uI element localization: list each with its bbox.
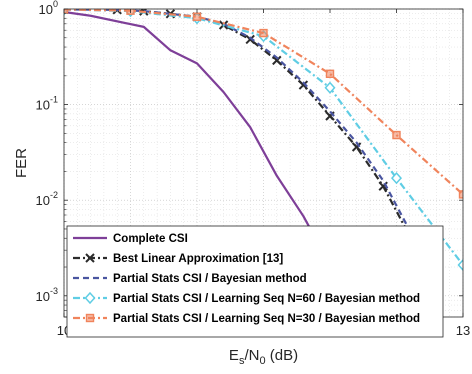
- x-axis-title: Es/N0 (dB): [229, 347, 298, 367]
- x-marker-stroke: [272, 55, 282, 66]
- legend-label: Partial Stats CSI / Bayesian method: [113, 273, 307, 285]
- legend-label: Best Linear Approximation [13]: [113, 253, 283, 265]
- y-tick-label-base: 10: [36, 289, 50, 304]
- x-marker-stroke: [85, 253, 95, 263]
- data-point: [245, 34, 255, 45]
- data-point: [324, 81, 336, 94]
- x-axis-title-sep: /N: [244, 347, 259, 364]
- legend-entry: Complete CSI: [73, 233, 188, 245]
- data-point: [298, 80, 309, 90]
- legend-label: Complete CSI: [113, 233, 188, 245]
- series-5: [64, 9, 463, 199]
- data-point: [392, 130, 401, 140]
- y-tick-label: 100: [39, 0, 58, 17]
- x-axis-title-unit: (dB): [266, 347, 299, 364]
- legend: Complete CSI Best Linear Approximation [1…: [66, 225, 444, 338]
- y-tick-label-exponent: -3: [50, 286, 58, 296]
- x-tick-label: 13: [456, 323, 470, 338]
- data-point: [390, 172, 403, 185]
- x-axis-title-sub2: 0: [259, 355, 265, 367]
- series-line: [64, 9, 425, 275]
- y-tick-label-base: 10: [36, 193, 50, 208]
- legend-entry: Partial Stats CSI / Learning Seq N=60 / …: [73, 291, 420, 305]
- data-point: [272, 55, 282, 66]
- legend-marker: [85, 253, 95, 263]
- x-axis-title-main: E: [229, 347, 239, 364]
- data-point: [457, 258, 463, 272]
- y-tick-label-exponent: -1: [50, 95, 58, 105]
- y-tick-label: 10-1: [36, 95, 58, 113]
- legend-box: [66, 225, 444, 338]
- y-tick-label-exponent: 0: [53, 0, 58, 9]
- data-point: [64, 9, 69, 14]
- x-marker-stroke: [245, 34, 255, 45]
- data-point: [351, 142, 362, 152]
- y-tick-label-exponent: -2: [50, 190, 58, 200]
- legend-label: Partial Stats CSI / Learning Seq N=60 / …: [113, 293, 420, 305]
- y-axis-title: FER: [13, 148, 30, 178]
- legend-entry: Partial Stats CSI / Bayesian method: [73, 273, 307, 285]
- data-point: [458, 190, 463, 199]
- data-point: [259, 28, 268, 38]
- x-axis-title-sub: s: [239, 355, 245, 367]
- x-marker-stroke: [351, 142, 362, 152]
- legend-label: Partial Stats CSI / Learning Seq N=30 / …: [113, 313, 420, 325]
- data-point: [325, 69, 335, 78]
- y-tick-label: 10-3: [36, 286, 58, 304]
- legend-marker: [85, 313, 95, 323]
- x-marker-stroke: [298, 80, 309, 90]
- data-point: [192, 12, 202, 21]
- legend-entry: Best Linear Approximation [13]: [73, 253, 283, 265]
- y-tick-label-base: 10: [39, 2, 53, 17]
- y-tick-label: 10-2: [36, 190, 58, 208]
- legend-entry: Partial Stats CSI / Learning Seq N=30 / …: [73, 313, 420, 325]
- series-3: [64, 9, 425, 275]
- legend-marker: [84, 291, 96, 305]
- y-tick-label-base: 10: [36, 98, 50, 113]
